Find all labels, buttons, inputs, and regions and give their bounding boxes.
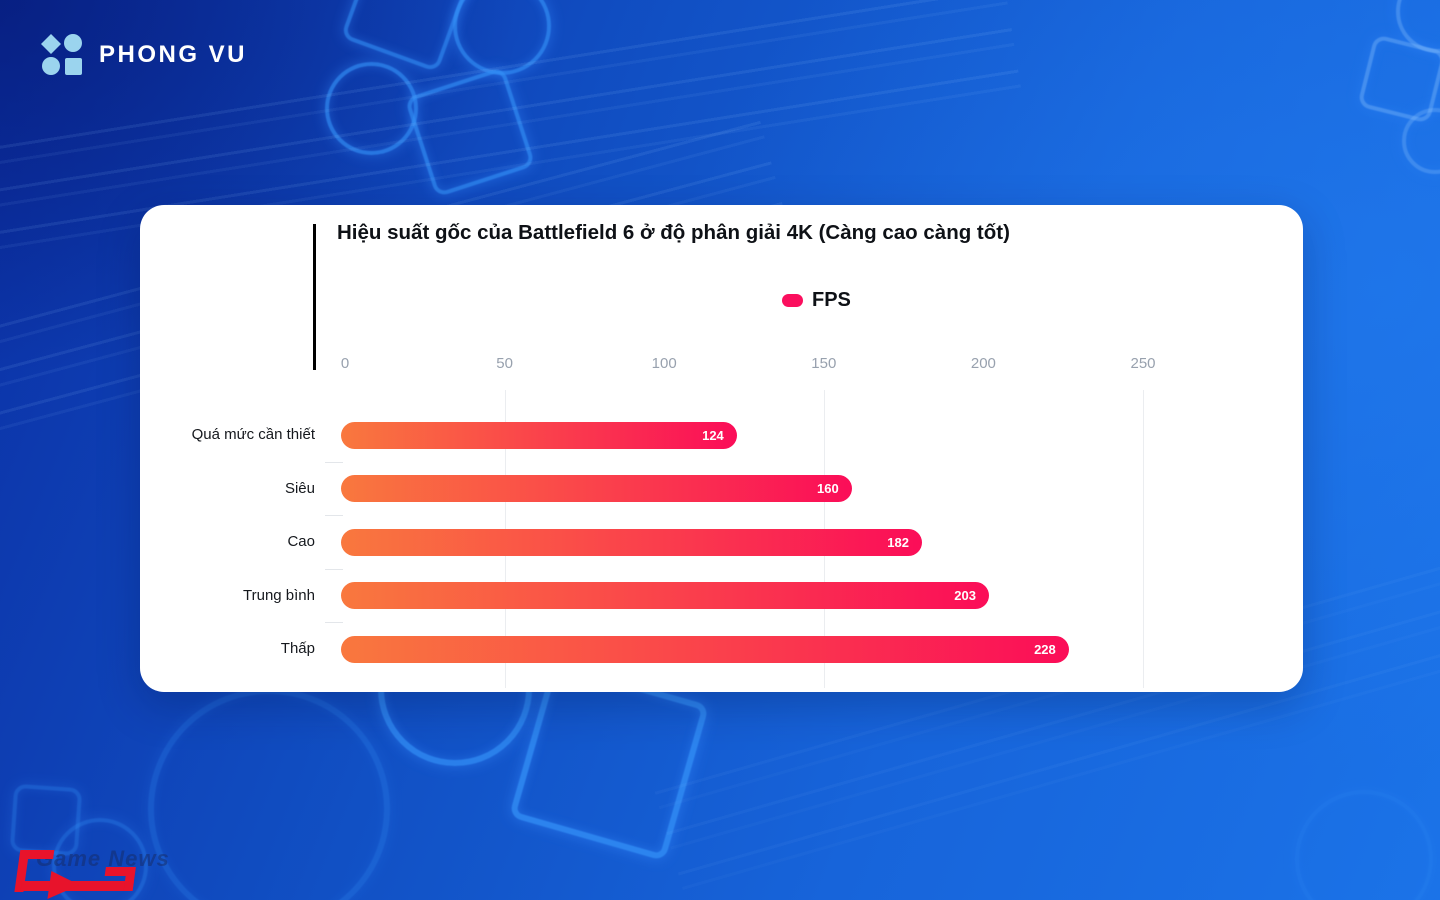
bar-value-label: 124 bbox=[702, 427, 724, 443]
x-tick-label: 50 bbox=[496, 355, 513, 372]
chart-title: Hiệu suất gốc của Battlefield 6 ở độ phâ… bbox=[337, 221, 1010, 244]
decor-square-icon bbox=[404, 66, 536, 198]
legend-marker-fps bbox=[782, 294, 803, 307]
row-tick bbox=[325, 568, 343, 570]
x-tick-label: 200 bbox=[970, 355, 996, 372]
bar-value-label: 203 bbox=[954, 588, 976, 603]
bar-value-label: 182 bbox=[887, 534, 909, 550]
fps-bar: 160 bbox=[341, 475, 852, 502]
legend-label-fps: FPS bbox=[812, 289, 851, 311]
watermark-text: Game News bbox=[36, 846, 170, 871]
fps-bar: 182 bbox=[341, 528, 922, 556]
category-label: Siêu bbox=[284, 479, 315, 497]
row-tick bbox=[325, 461, 343, 463]
decor-circle-icon bbox=[325, 62, 418, 155]
title-rule bbox=[313, 224, 316, 370]
x-tick-label: 250 bbox=[1130, 355, 1156, 372]
category-label: Thấp bbox=[280, 640, 315, 657]
brand-name: PHONG VU bbox=[99, 41, 248, 68]
decor-circle-icon bbox=[52, 818, 148, 900]
x-tick-label: 150 bbox=[811, 355, 837, 372]
x-tick-label: 100 bbox=[651, 355, 677, 372]
decor-circle-icon bbox=[1295, 790, 1433, 900]
decor-circle-icon bbox=[453, 0, 551, 75]
chart-card: Hiệu suất gốc của Battlefield 6 ở độ phâ… bbox=[140, 205, 1303, 692]
x-axis: 0 50 100 150 200 250 bbox=[341, 355, 1156, 377]
category-label: Cao bbox=[287, 533, 315, 550]
row-tick bbox=[325, 515, 343, 517]
row-tick bbox=[325, 622, 343, 624]
plot-area: Quá mức cần thiết 124 Siêu 160 Cao 182 Trung b… bbox=[140, 205, 1303, 692]
brand-logo: PHONG VU bbox=[40, 33, 247, 77]
category-label: Quá mức cần thiết bbox=[191, 426, 315, 443]
watermark: Game News bbox=[6, 838, 206, 900]
fps-bar: 203 bbox=[341, 582, 989, 609]
x-tick-label: 0 bbox=[340, 355, 350, 372]
gridline bbox=[1143, 390, 1144, 688]
legend: FPS bbox=[782, 289, 851, 312]
bar-value-label: 160 bbox=[817, 481, 839, 496]
game-news-arrow-logo bbox=[14, 850, 136, 899]
decor-square-icon bbox=[340, 0, 473, 73]
fps-bar: 228 bbox=[341, 635, 1069, 663]
phongvu-logo-icon bbox=[41, 34, 82, 75]
fps-bar: 124 bbox=[341, 421, 737, 449]
category-label: Trung bình bbox=[243, 586, 315, 604]
bar-value-label: 228 bbox=[1034, 641, 1056, 657]
